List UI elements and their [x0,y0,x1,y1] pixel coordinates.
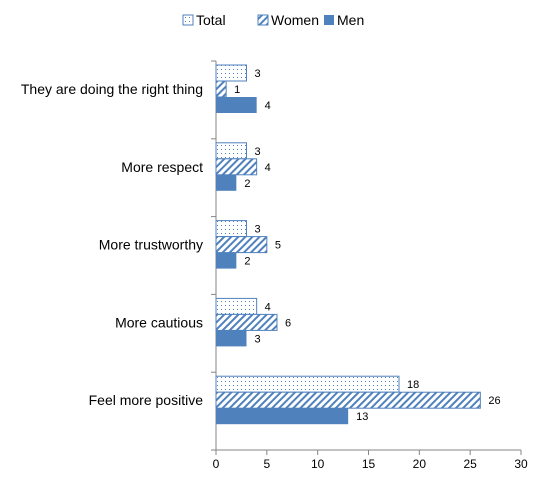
category-label: More trustworthy [99,237,203,253]
bar-total [215,297,258,315]
data-label: 18 [407,379,419,391]
bar-men [216,252,237,269]
bar-men [216,330,247,347]
data-label: 3 [255,146,261,158]
x-tick-label: 20 [413,457,427,471]
bar-women [215,236,268,254]
bar-women [215,158,258,176]
x-tick-label: 10 [311,457,325,471]
x-tick-label: 15 [362,457,376,471]
legend-swatch-women [257,14,269,26]
x-tick-label: 30 [514,457,528,471]
legend-label: Total [196,12,226,28]
x-tick-label: 25 [463,457,477,471]
data-label: 2 [244,256,250,268]
x-tick-label: 5 [263,457,270,471]
bar-women [215,80,227,98]
data-label: 3 [255,333,261,345]
data-label: 2 [244,178,250,190]
bar-total [215,375,400,393]
data-label: 4 [265,301,271,313]
category-label: Feel more positive [89,392,204,408]
bar-total [215,220,247,238]
data-label: 3 [255,224,261,236]
data-label: 3 [255,68,261,80]
legend: Total Women Men [182,12,364,28]
legend-swatch-total [182,14,194,26]
category-label: More cautious [115,314,203,330]
data-label: 1 [234,84,240,96]
bar-men [216,174,237,191]
legend-label: Women [271,12,319,28]
data-label: 26 [488,395,500,407]
bar-women [215,391,481,409]
data-label: 4 [265,100,271,112]
x-tick-label: 0 [213,457,220,471]
bar-total [215,142,247,160]
legend-swatch-men [324,15,334,25]
data-label: 6 [285,317,291,329]
data-label: 13 [356,411,368,423]
legend-label: Men [337,12,364,28]
bar-men [216,97,257,113]
data-label: 4 [265,162,271,174]
category-label: They are doing the right thing [21,81,203,97]
category-label: More respect [121,159,203,175]
bar-total [215,64,247,82]
bar-men [216,408,349,425]
data-label: 5 [275,240,281,252]
bar-women [215,313,278,331]
